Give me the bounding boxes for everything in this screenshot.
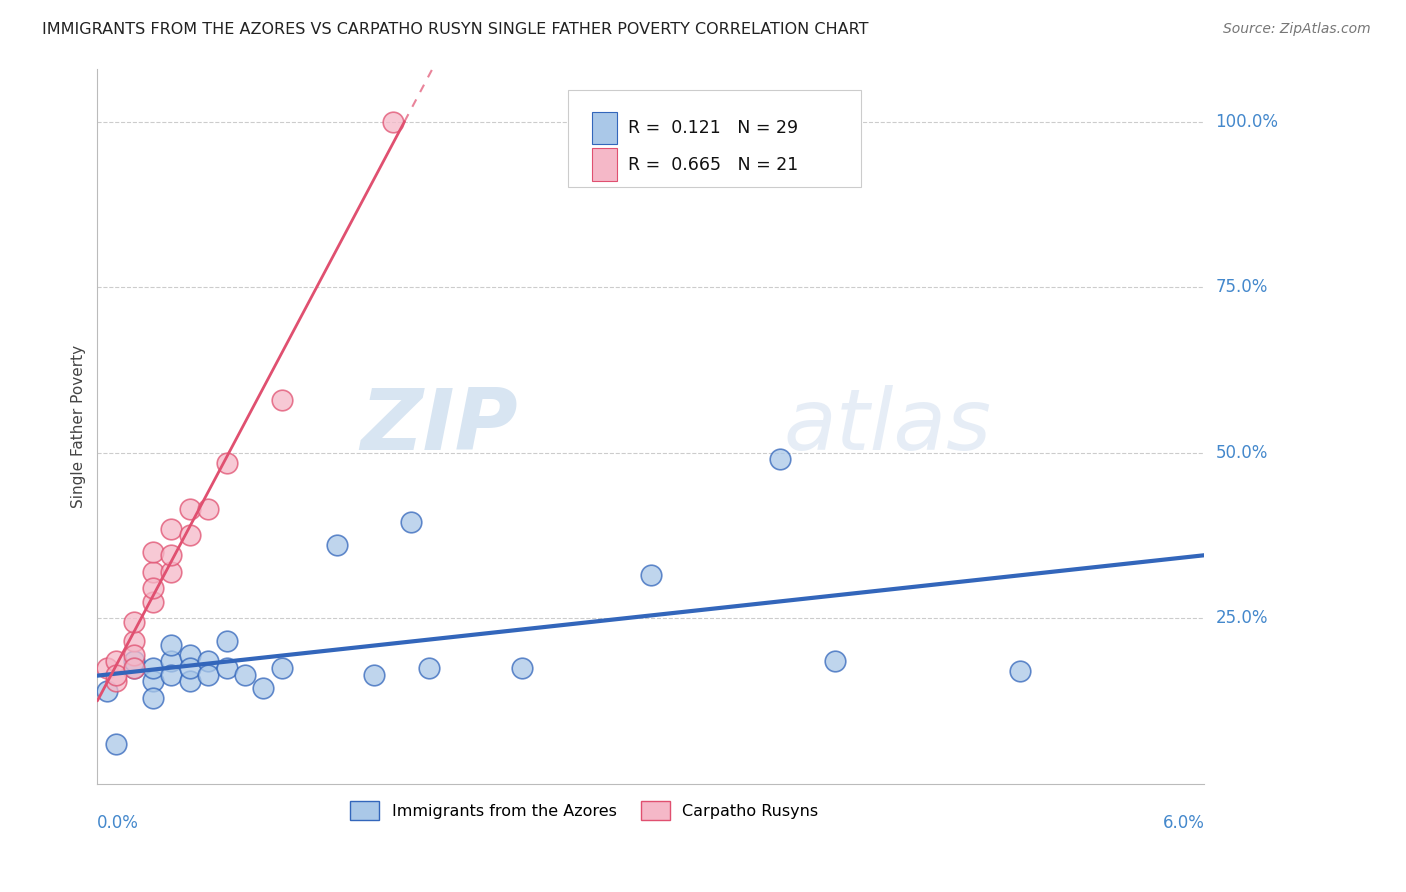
Text: 50.0%: 50.0% [1216,443,1268,462]
Point [179,661,201,675]
Text: 25.0%: 25.0% [1216,609,1268,627]
Y-axis label: Single Father Poverty: Single Father Poverty [72,344,86,508]
Point [104,654,127,668]
Point [399,515,422,529]
FancyBboxPatch shape [592,112,617,145]
Point [197,654,219,668]
Point [252,681,274,695]
Point [142,595,165,609]
Point [1008,665,1031,679]
Point [270,661,292,675]
Point [824,654,846,668]
Point [122,634,145,648]
Point [160,565,183,579]
Point [104,737,127,751]
Point [363,667,385,681]
Point [381,114,404,128]
Text: ZIP: ZIP [360,384,517,467]
Text: atlas: atlas [783,384,991,467]
Point [122,661,145,675]
Point [142,661,165,675]
Point [160,522,183,536]
Point [215,661,238,675]
Text: 75.0%: 75.0% [1216,278,1268,296]
Point [179,502,201,516]
Point [215,634,238,648]
Point [160,549,183,563]
Text: 6.0%: 6.0% [1163,814,1205,832]
Point [179,528,201,542]
Text: R =  0.121   N = 29: R = 0.121 N = 29 [627,120,797,137]
Point [326,538,349,552]
Point [197,667,219,681]
Point [96,661,118,675]
Point [122,648,145,662]
Point [179,648,201,662]
Legend: Immigrants from the Azores, Carpatho Rusyns: Immigrants from the Azores, Carpatho Rus… [344,795,825,826]
Text: 100.0%: 100.0% [1216,112,1278,130]
Point [197,502,219,516]
Point [418,661,440,675]
Point [160,667,183,681]
Point [142,582,165,596]
Point [104,674,127,689]
Point [122,615,145,629]
Point [179,674,201,689]
Point [215,456,238,470]
Point [122,661,145,675]
Point [769,452,792,467]
Point [160,638,183,652]
Point [142,565,165,579]
Point [122,654,145,668]
Point [270,392,292,407]
Point [142,545,165,559]
Text: IMMIGRANTS FROM THE AZORES VS CARPATHO RUSYN SINGLE FATHER POVERTY CORRELATION C: IMMIGRANTS FROM THE AZORES VS CARPATHO R… [42,22,869,37]
Point [160,654,183,668]
Point [96,684,118,698]
Point [104,667,127,681]
FancyBboxPatch shape [568,90,862,186]
Point [640,568,662,582]
Text: R =  0.665   N = 21: R = 0.665 N = 21 [627,155,797,174]
Text: 0.0%: 0.0% [97,814,139,832]
Text: Source: ZipAtlas.com: Source: ZipAtlas.com [1223,22,1371,37]
Point [142,674,165,689]
Point [233,667,256,681]
Point [142,690,165,705]
Point [510,661,533,675]
FancyBboxPatch shape [592,148,617,181]
